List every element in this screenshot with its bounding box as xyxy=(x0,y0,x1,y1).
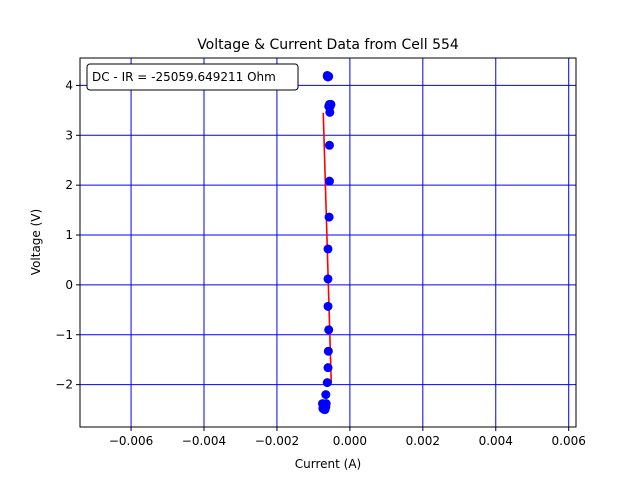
data-point xyxy=(321,390,331,400)
data-point xyxy=(323,244,333,254)
data-point xyxy=(323,346,333,356)
x-tick-label: 0.002 xyxy=(406,434,440,448)
data-point xyxy=(322,70,332,80)
x-tick-label: 0.006 xyxy=(552,434,586,448)
x-tick-label: −0.006 xyxy=(109,434,153,448)
data-point xyxy=(324,140,334,150)
chart-title: Voltage & Current Data from Cell 554 xyxy=(197,37,459,53)
x-tick-label: −0.002 xyxy=(255,434,299,448)
annotation-text: DC - IR = -25059.649211 Ohm xyxy=(92,70,276,84)
data-point xyxy=(324,212,334,222)
plot-frame xyxy=(79,57,577,428)
x-axis-ticks: −0.006 −0.004 −0.002 0.000 0.002 0.004 0.006 xyxy=(109,427,586,448)
y-tick-label: 0 xyxy=(65,278,73,292)
data-point xyxy=(322,378,332,388)
data-point xyxy=(323,301,333,311)
y-tick-label: 1 xyxy=(65,228,73,242)
x-tick-label: −0.004 xyxy=(182,434,226,448)
y-tick-label: −1 xyxy=(55,328,73,342)
data-point xyxy=(323,274,333,284)
data-point xyxy=(324,325,334,335)
y-axis-label: Voltage (V) xyxy=(29,209,43,275)
x-axis-label: Current (A) xyxy=(295,457,361,471)
y-axis-ticks: −2 −1 0 1 2 3 4 xyxy=(55,78,80,392)
y-tick-label: 3 xyxy=(65,128,73,142)
data-point xyxy=(324,176,334,186)
data-point xyxy=(323,363,333,373)
x-tick-label: 0.004 xyxy=(479,434,513,448)
data-points xyxy=(318,70,336,415)
data-point xyxy=(324,101,334,111)
y-tick-label: 2 xyxy=(65,178,73,192)
annotation-box xyxy=(86,63,299,91)
x-tick-label: 0.000 xyxy=(333,434,367,448)
y-tick-label: −2 xyxy=(55,378,73,392)
y-tick-label: 4 xyxy=(65,78,73,92)
data-point xyxy=(321,399,331,409)
